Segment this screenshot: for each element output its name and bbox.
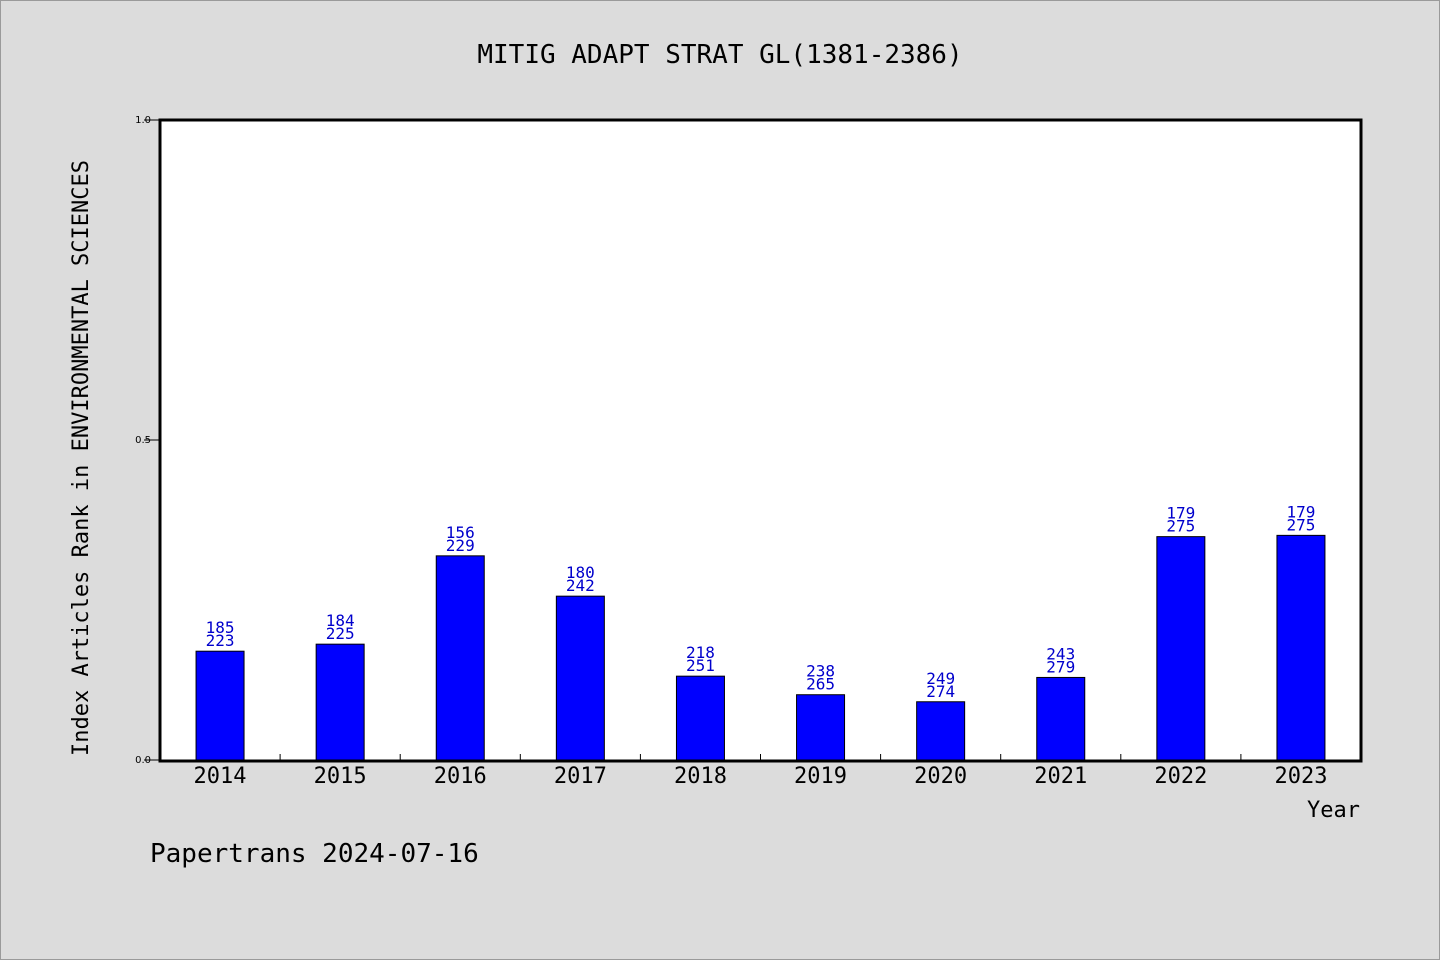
x-tick-label-2016: 2016 — [434, 764, 487, 789]
y-tick-label-0.5: 0.5 — [135, 435, 151, 446]
bar-label-top-2022: 179 — [1166, 504, 1195, 523]
x-tick-label-2014: 2014 — [194, 764, 247, 789]
footer-source: Papertrans 2024-07-16 — [150, 839, 479, 869]
bar-label-top-2014: 185 — [206, 618, 235, 637]
bar-label-bottom-2016: 229 — [446, 536, 475, 555]
bar-label-top-2019: 238 — [806, 662, 835, 681]
bar-label-top-2018: 218 — [686, 643, 715, 662]
bar-2018 — [675, 675, 725, 761]
y-tick-label-1.0: 1.0 — [135, 115, 151, 126]
bar-2021 — [1036, 676, 1086, 761]
chart-title: MITIG ADAPT STRAT GL(1381-2386) — [477, 40, 962, 70]
x-axis-label: Year — [1307, 798, 1360, 823]
bar-2016 — [435, 555, 485, 761]
x-axis: 2014 2015 2016 2017 2018 2019 2020 2021 2022 2023 — [194, 754, 1327, 789]
y-tick-label-0.0: 0.0 — [135, 755, 151, 766]
bar-label-bottom-2017: 242 — [566, 576, 595, 595]
bar-label-bottom-2019: 265 — [806, 675, 835, 694]
bar-label-bottom-2021: 279 — [1046, 657, 1075, 676]
bars-group — [195, 534, 1326, 761]
bar-label-bottom-2014: 223 — [206, 631, 235, 650]
bar-label-top-2015: 184 — [326, 611, 355, 630]
y-axis-label: Index Articles Rank in ENVIRONMENTAL SCI… — [69, 160, 94, 756]
bar-2022 — [1156, 536, 1206, 761]
x-tick-label-2015: 2015 — [314, 764, 367, 789]
bar-label-bottom-2023: 275 — [1286, 515, 1315, 534]
x-tick-label-2023: 2023 — [1274, 764, 1327, 789]
bar-2020 — [916, 701, 966, 761]
bar-2023 — [1276, 534, 1326, 761]
x-tick-label-2021: 2021 — [1034, 764, 1087, 789]
bar-2019 — [796, 694, 846, 761]
bar-label-top-2020: 249 — [926, 669, 955, 688]
bar-2015 — [315, 643, 365, 761]
bar-label-top-2016: 156 — [446, 523, 475, 542]
bar-2017 — [555, 595, 605, 761]
bar-label-bottom-2020: 274 — [926, 682, 955, 701]
x-tick-label-2019: 2019 — [794, 764, 847, 789]
bar-label-top-2017: 180 — [566, 563, 595, 582]
x-tick-label-2018: 2018 — [674, 764, 727, 789]
bar-label-bottom-2018: 251 — [686, 656, 715, 675]
x-tick-label-2017: 2017 — [554, 764, 607, 789]
y-axis: 0.0 0.5 1.0 — [135, 115, 160, 766]
bar-label-top-2021: 243 — [1046, 644, 1075, 663]
bar-label-bottom-2022: 275 — [1166, 517, 1195, 536]
bar-2014 — [195, 650, 245, 761]
x-tick-label-2020: 2020 — [914, 764, 967, 789]
bar-label-top-2023: 179 — [1286, 502, 1315, 521]
bar-label-bottom-2015: 225 — [326, 624, 355, 643]
x-tick-label-2022: 2022 — [1154, 764, 1207, 789]
